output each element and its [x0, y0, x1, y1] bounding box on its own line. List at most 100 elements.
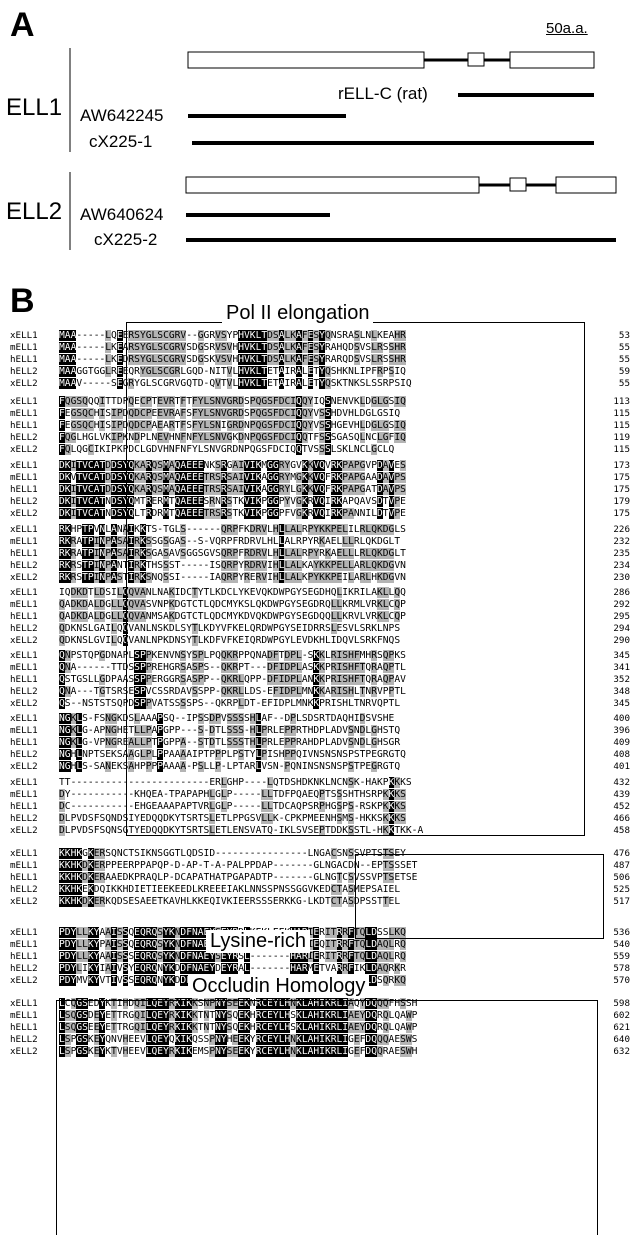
sequence-name: xELL1: [10, 998, 38, 1009]
residue-number: 352: [613, 674, 630, 685]
region-label-pol2: Pol II elongation: [222, 302, 374, 325]
alignment-row: mELL1 FEGSQCHISIPDQDCPEEVRAFSFYLSNVGRDSPQ…: [0, 408, 632, 420]
alignment-row: hELL2 LSPGSKEYQNVHEEVLQEYQKIKQSSPNYHEEKYR…: [0, 1034, 632, 1046]
sequence-name: mELL1: [10, 662, 38, 673]
residue-number: 439: [613, 789, 630, 800]
sequence-name: hELL1: [10, 354, 38, 365]
residue-number: 290: [613, 635, 630, 646]
sequence-name: xELL2: [10, 1046, 38, 1057]
alignment-row: xELL2 KKHKDKERKQDSESAEETKAVHLKKEQIVKIEERS…: [0, 896, 632, 908]
sequence-residues: QNPSTQPGDNAPLSPPKENVNSYSPLPQQKRPPQNADFTD…: [59, 650, 406, 661]
residue-number: 113: [613, 396, 630, 407]
residue-number: 487: [613, 860, 630, 871]
residue-number: 517: [613, 896, 630, 907]
sequence-name: xELL1: [10, 848, 38, 859]
sequence-name: xELL2: [10, 761, 38, 772]
sequence-name: mELL1: [10, 725, 38, 736]
alignment-row: hELL1 FEGSQCHISIPDQDCPAEARTFSFYLSNIGRDNPQ…: [0, 420, 632, 432]
sequence-residues: DC-----------EHGEAAAPAPTVRLGLP-----LLTDC…: [59, 801, 406, 812]
sequence-name: mELL1: [10, 536, 38, 547]
scale-bar-label: 50a.a.: [546, 20, 588, 37]
sequence-name: mELL1: [10, 408, 38, 419]
sequence-residues: LSPGSKEYQNVHEEVLQEYQKIKQSSPNYHEEKYRCEYLH…: [59, 1034, 418, 1045]
ell2-domain-1: [185, 176, 480, 194]
alignment-row: hELL2 MAAGGTGGLREEQRYGLSCGRLGQD-NITVLHVKL…: [0, 366, 632, 378]
alignment-row: hELL1 LSQGSEEYETTRGQILQEYRKIKKTNTNYSQEKHR…: [0, 1022, 632, 1034]
alignment-row: xELL2 LSPGSKEYKTVHEEVLQEYRKIKEMSPNYSEEKYR…: [0, 1046, 632, 1058]
alignment-row: xELL2 QDKNSLGVILQQVANLNPKDNSYTLKDFVFKEIQR…: [0, 635, 632, 647]
sequence-name: mELL1: [10, 789, 38, 800]
sequence-name: xELL1: [10, 587, 38, 598]
domain-schematic: [69, 48, 617, 250]
sequence-name: xELL1: [10, 713, 38, 724]
sequence-residues: DKVTVCATDDSYQKARQSMAQAEEETRSRSAIVIKAGGRY…: [59, 472, 406, 483]
residue-number: 598: [613, 998, 630, 1009]
clone-label-cx225-1: cX225-1: [89, 132, 153, 151]
residue-number: 55: [618, 342, 630, 353]
sequence-residues: RKRATPINPASAIRKSGASAVSGGSGVSQRPFRDRVLHLL…: [59, 548, 406, 559]
residue-number: 226: [613, 524, 630, 535]
alignment-row: mELL1 DY-----------KHQEA-TPAPAPHLGLP-----…: [0, 789, 632, 801]
alignment-row: xELL2 NGHLS-SANEKSAHPPPPAAAA-PSLLP-LPTARL…: [0, 761, 632, 773]
sequence-residues: NGKLG-APNGHETLLPAPGPP---S-DTLSSS-HLPRLEP…: [59, 725, 401, 736]
residue-number: 458: [613, 825, 630, 836]
residue-number: 294: [613, 623, 630, 634]
alignment-row: hELL1 QSTGSLLGDPAASSPPERGGRSASPP--QKRLQPP…: [0, 674, 632, 686]
sequence-name: xELL2: [10, 975, 38, 986]
alignment-row: xELL2 DKITVCATNDSYQLTRDRMTQAEEETRSRSTKVIK…: [0, 508, 632, 520]
alignment-row: xELL1 MAA-----LQEERSYGLSCGRV--GGRVSYPHVKL…: [0, 330, 632, 342]
sequence-residues: FQGLHGLVKIPKNDPLNEVHNFNFYLSNVGKDNPQGSFDC…: [59, 432, 406, 443]
ell2-domain-3: [555, 176, 617, 194]
sequence-name: hELL1: [10, 611, 38, 622]
alignment-row: xELL1 IQDKDTLDSILQQVANLNAKIDCTYTLKDCLYKEV…: [0, 587, 632, 599]
sequence-residues: DLPVDSFSQNDSIYEDQQDKYTSRTSLETLPPGSVLLK-C…: [59, 813, 406, 824]
sequence-residues: QDKNSLGVILQQVANLNPKDNSYTLKDFVFKEIQRDWPGY…: [59, 635, 401, 646]
sequence-residues: FQLQGCIKIPKPDCLGDVHNFNFYLSNVGRDNPQGSFDCI…: [59, 444, 395, 455]
alignment-row: xELL2 QS--NSTSTSQPDSPPVATSSSSPS--QKRPLDT-…: [0, 698, 632, 710]
residue-number: 466: [613, 813, 630, 824]
sequence-residues: QNA---TGTSRSESPVCSSRDAVSSPP-QKRLLDS-EFID…: [59, 686, 406, 697]
alignment-row: xELL2 DLPVDSFSQNSGTYEDQQDKYTSRTSLETLENSVA…: [0, 825, 632, 837]
sequence-name: hELL1: [10, 872, 38, 883]
sequence-name: hELL2: [10, 813, 38, 824]
sequence-residues: QSTGSLLGDPAASSPPERGGRSASPP--QKRLQPP-DFID…: [59, 674, 406, 685]
sequence-residues: TT------------------------ERLGHP----LQTD…: [59, 777, 412, 788]
sequence-name: hELL2: [10, 432, 38, 443]
residue-number: 348: [613, 686, 630, 697]
sequence-residues: RKHPTPVNLANAIKKTS-TGLS------QRPFKDRVLHLL…: [59, 524, 406, 535]
residue-number: 602: [613, 1010, 630, 1021]
alignment-row: xELL2 MAAV-----SEGRYGLSCGRVGQTD-QVTVLHVKL…: [0, 378, 632, 390]
alignment-row: xELL1 LCQGSEDYKTIHDQILQEYRKIKKSNPNYSEEKNR…: [0, 998, 632, 1010]
sequence-residues: NGHLS-SANEKSAHPPPPAAAA-PSLLP-LPTARLVSN-P…: [59, 761, 401, 772]
sequence-residues: QDKNSLGAILQQVANLNSKDLSYTLKDYVFKELQRDWPGY…: [59, 623, 401, 634]
sequence-name: hELL2: [10, 963, 38, 974]
sequence-name: xELL2: [10, 508, 38, 519]
residue-number: 230: [613, 572, 630, 583]
alignment-row: hELL1 KKHKDKERAAEDKPRAQLP-DCAPATHATPGAPAD…: [0, 872, 632, 884]
clone-label-aw642245: AW642245: [80, 106, 164, 125]
sequence-residues: NGKLS-FSNGKDSLAAAPSQ--IPSSDPVSSSSHLAF--D…: [59, 713, 395, 724]
residue-number: 55: [618, 378, 630, 389]
sequence-name: hELL1: [10, 1022, 38, 1033]
residue-number: 400: [613, 713, 630, 724]
sequence-residues: DKITVCATNDSYQMTRERMTQAEEESRNRSTKVIKPGGPY…: [59, 496, 406, 507]
alignment-row: xELL1 PDYLLKYAAISSQEQRQSYKNDFNAEYSEYRDLKE…: [0, 927, 632, 939]
alignment-row: hELL1 MAA-----LKEDRSYGLSCGRVSDGSKVSVHHVKL…: [0, 354, 632, 366]
residue-number: 235: [613, 548, 630, 559]
sequence-name: xELL2: [10, 378, 38, 389]
alignment-row: mELL1 MAA-----LKEARSYGLSCGRVSDGSRVSVHHVKL…: [0, 342, 632, 354]
sequence-name: xELL1: [10, 650, 38, 661]
residue-number: 540: [613, 939, 630, 950]
residue-number: 292: [613, 599, 630, 610]
sequence-name: hELL1: [10, 484, 38, 495]
alignment-row: mELL1 DKVTVCATDDSYQKARQSMAQAEEETRSRSAIVIK…: [0, 472, 632, 484]
sequence-name: hELL2: [10, 366, 38, 377]
sequence-name: xELL1: [10, 927, 38, 938]
sequence-name: hELL2: [10, 884, 38, 895]
residue-number: 175: [613, 508, 630, 519]
residue-number: 232: [613, 536, 630, 547]
sequence-name: xELL1: [10, 330, 38, 341]
sequence-residues: DLPVDSFSQNSGTYEDQQDKYTSRTSLETLENSVATQ-IK…: [59, 825, 424, 836]
sequence-name: hELL1: [10, 737, 38, 748]
sequence-name: xELL1: [10, 777, 38, 788]
